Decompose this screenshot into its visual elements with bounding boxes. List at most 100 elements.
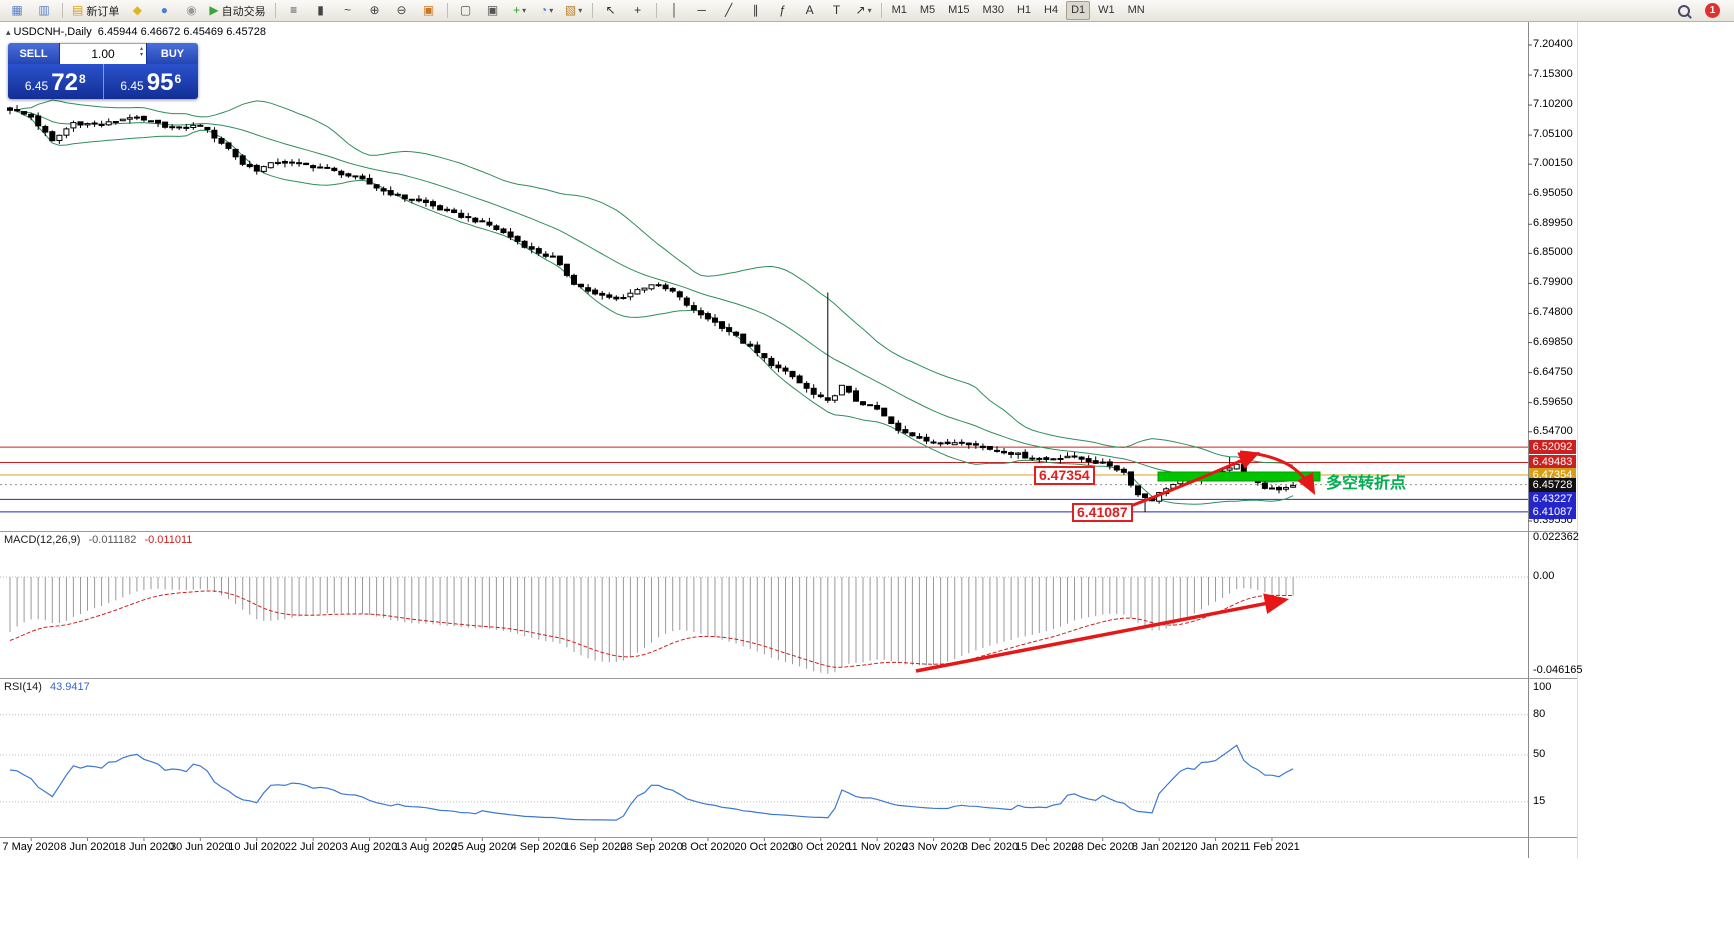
auto-arrange-button[interactable]: ▣ — [416, 0, 442, 21]
trendline-button[interactable]: ╱ — [716, 0, 742, 21]
zoom-out-icon: ⊖ — [396, 3, 407, 17]
notification-badge[interactable]: 1 — [1705, 3, 1720, 18]
line-chart-icon: ~ — [344, 3, 352, 17]
time-axis-label: 4 Sep 2020 — [510, 841, 567, 853]
vertical-line-icon: │ — [670, 3, 679, 17]
time-axis-label: 18 Jun 2020 — [113, 841, 175, 853]
timeframe-d1-button[interactable]: D1 — [1066, 1, 1091, 20]
price-axis-label: 6.89950 — [1533, 217, 1573, 230]
sell-button[interactable]: SELL — [8, 43, 60, 64]
timeframe-w1-button[interactable]: W1 — [1098, 4, 1115, 16]
timeframe-m1-button[interactable]: M1 — [891, 4, 907, 16]
toolbar-separator — [880, 3, 882, 18]
auto-trading-icon: ▶ — [209, 3, 219, 17]
candlestick-chart-button[interactable]: ▮ — [308, 0, 334, 21]
auto-arrange-icon: ▣ — [422, 3, 435, 17]
one-click-trading-panel: SELL 1.00 ▴ ▾ BUY 6.45 72 8 6.45 95 6 — [8, 43, 198, 99]
main-plot[interactable] — [0, 99, 1528, 513]
candles-layer — [7, 105, 1297, 513]
signals-button[interactable]: ◉ — [178, 0, 204, 21]
channel-button[interactable]: ∥ — [743, 0, 769, 21]
indicators-button[interactable]: + ▾ — [507, 0, 533, 21]
new-order-button[interactable]: ▤ 新订单 — [68, 0, 123, 21]
volume-field[interactable]: 1.00 ▴ ▾ — [60, 43, 146, 64]
time-axis-label: 3 Dec 2020 — [961, 841, 1019, 853]
buy-price-big: 95 — [146, 69, 174, 96]
periods-button[interactable]: ◔ ▾ — [534, 0, 560, 21]
one-click-toggle-icon[interactable]: ▴ — [6, 27, 11, 37]
shapes-button[interactable]: ↗ ▾ — [851, 0, 877, 21]
fibonacci-button[interactable]: ƒ — [770, 0, 796, 21]
timeframe-h4-button[interactable]: H4 — [1044, 4, 1059, 16]
trendline-icon: ╱ — [724, 3, 733, 17]
auto-trading-button[interactable]: ▶ 自动交易 — [205, 0, 269, 21]
sell-price-sup: 8 — [78, 72, 86, 86]
price-axis-label: 6.95050 — [1533, 187, 1573, 200]
price-divider — [102, 64, 104, 99]
price-tag: 6.52092 — [1529, 440, 1576, 455]
new-chart-button[interactable]: ▦ — [4, 0, 30, 21]
timeframe-m15-button[interactable]: M15 — [948, 4, 970, 16]
zoom-in-button[interactable]: ⊕ — [362, 0, 388, 21]
time-axis-label: 13 Aug 2020 — [395, 841, 457, 853]
timeframe-h1-button[interactable]: H1 — [1016, 4, 1032, 16]
templates-button[interactable]: ▧ ▾ — [561, 0, 587, 21]
macd-plot[interactable] — [0, 576, 1528, 674]
signals-icon: ◉ — [186, 3, 197, 17]
toolbar-separator — [655, 3, 657, 18]
symbol-name: USDCNH-,Daily — [13, 26, 92, 38]
cascade-windows-button[interactable]: ▣ — [480, 0, 506, 21]
line-chart-button[interactable]: ~ — [335, 0, 361, 21]
volume-spinner[interactable]: ▴ ▾ — [139, 46, 143, 58]
text-button[interactable]: A — [797, 0, 823, 21]
candlestick-chart-icon: ▮ — [317, 3, 324, 17]
label-button[interactable]: T — [824, 0, 850, 21]
time-axis-label: 30 Oct 2020 — [790, 841, 851, 853]
search-button[interactable] — [1671, 0, 1697, 21]
bar-chart-button[interactable]: ≡ — [281, 0, 307, 21]
macd-axis-label: 0.00 — [1533, 570, 1555, 582]
buy-price[interactable]: 6.45 95 6 — [104, 64, 199, 99]
depth-of-market-icon: ◆ — [132, 3, 142, 17]
volume-value[interactable]: 1.00 — [91, 47, 115, 61]
vertical-line-button[interactable]: │ — [662, 0, 688, 21]
turning-point-zone[interactable] — [1157, 471, 1321, 482]
zone-label[interactable]: 多空转折点 — [1326, 475, 1407, 492]
horizontal-line-button[interactable]: ─ — [689, 0, 715, 21]
time-axis-label: 8 Jan 2021 — [1131, 841, 1187, 853]
profiles-button[interactable]: ▥ — [31, 0, 57, 21]
macd-main-value: -0.011182 — [88, 534, 137, 546]
macd-trend-arrow[interactable] — [915, 593, 1290, 673]
depth-of-market-button[interactable]: ◆ — [124, 0, 150, 21]
timeframe-m5-button[interactable]: M5 — [919, 4, 936, 16]
zoom-in-icon: ⊕ — [369, 3, 380, 17]
trend-arrow[interactable] — [1239, 450, 1316, 495]
tile-windows-button[interactable]: ▢ — [453, 0, 479, 21]
price-callout-641087[interactable]: 6.41087 — [1072, 503, 1133, 522]
rsi-label: RSI(14) 43.9417 — [4, 681, 90, 693]
zoom-out-button[interactable]: ⊖ — [389, 0, 415, 21]
sell-price[interactable]: 6.45 72 8 — [8, 64, 103, 99]
market-watch-button[interactable]: ● — [151, 0, 177, 21]
rsi-axis-label: 80 — [1533, 707, 1546, 720]
caret-down-icon: ▾ — [578, 6, 583, 15]
timeframe-mn-button[interactable]: MN — [1127, 4, 1145, 16]
rsi-axis-label: 15 — [1533, 794, 1546, 807]
crosshair-button[interactable]: + — [625, 0, 651, 21]
price-axis-label: 7.15300 — [1533, 68, 1573, 81]
price-tag: 6.43227 — [1529, 492, 1576, 507]
timeframe-m30-button[interactable]: M30 — [982, 4, 1004, 16]
sell-price-big: 72 — [51, 69, 78, 96]
caret-down-icon: ▾ — [867, 6, 872, 15]
trend-arrow[interactable] — [1127, 452, 1261, 509]
time-axis-label: 25 Aug 2020 — [451, 841, 514, 853]
macd-histogram — [9, 577, 1294, 674]
horizontal-line-icon: ─ — [697, 3, 706, 17]
rsi-plot[interactable] — [0, 714, 1528, 821]
macd-label: MACD(12,26,9) -0.011182 -0.011011 — [4, 534, 192, 546]
cursor-button[interactable]: ↖ — [598, 0, 624, 21]
cascade-windows-icon: ▣ — [486, 3, 499, 17]
price-callout-647354[interactable]: 6.47354 — [1034, 466, 1095, 485]
buy-button[interactable]: BUY — [146, 43, 198, 64]
